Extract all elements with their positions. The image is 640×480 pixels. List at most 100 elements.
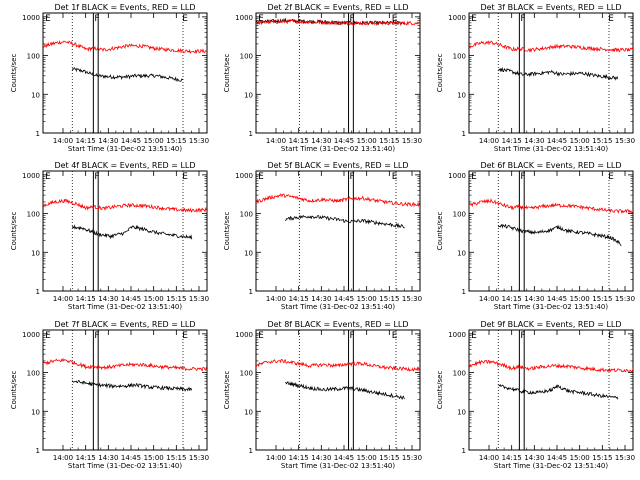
x-tick-label: 15:00: [357, 295, 377, 303]
x-tick-label: 15:00: [144, 454, 164, 462]
flag-label: F: [94, 14, 99, 24]
x-axis-label: Start Time (31-Dec-02 13:51:40): [494, 303, 608, 311]
x-axis-label: Start Time (31-Dec-02 13:51:40): [281, 462, 395, 470]
y-tick-label: 1000: [448, 331, 466, 339]
panel-title: Det 6f BLACK = Events, RED = LLD: [480, 161, 621, 170]
x-tick-label: 14:15: [76, 295, 96, 303]
x-tick-label: 15:15: [166, 295, 186, 303]
panel-title: Det 5f BLACK = Events, RED = LLD: [267, 161, 408, 170]
x-tick-label: 14:30: [524, 137, 544, 145]
y-axis-label: Counts/sec: [223, 212, 231, 251]
lld-series-line: [43, 357, 207, 372]
detector-panel-8: Det 8f BLACK = Events, RED = LLD 1 10 100 10…: [223, 320, 422, 470]
flag-label: E: [608, 172, 614, 182]
x-axis-label: Start Time (31-Dec-02 13:51:40): [68, 303, 182, 311]
y-tick-label: 1: [462, 447, 466, 455]
x-tick-label: 14:15: [289, 295, 309, 303]
y-tick-label: 1000: [22, 14, 40, 22]
x-tick-label: 14:45: [121, 454, 141, 462]
x-tick-label: 14:45: [334, 454, 354, 462]
y-tick-label: 10: [244, 408, 253, 416]
lld-series-line: [469, 198, 633, 214]
lld-series-line: [43, 39, 207, 54]
x-tick-label: 15:30: [189, 454, 209, 462]
x-tick-label: 14:30: [98, 137, 118, 145]
y-axis-label: Counts/sec: [436, 371, 444, 410]
x-tick-label: 15:30: [402, 295, 422, 303]
panel-title: Det 7f BLACK = Events, RED = LLD: [54, 320, 195, 329]
y-axis-label: Counts/sec: [10, 371, 18, 410]
flag-label: F: [350, 14, 355, 24]
plot-frame: [42, 12, 208, 134]
x-tick-label: 15:00: [570, 454, 590, 462]
flag-label: E: [258, 172, 264, 182]
flag-label: E: [45, 172, 51, 182]
y-tick-label: 10: [244, 91, 253, 99]
events-series-line: [497, 223, 622, 247]
flag-label: E: [258, 331, 264, 341]
flag-label: E: [258, 14, 264, 24]
x-axis-label: Start Time (31-Dec-02 13:51:40): [281, 303, 395, 311]
flag-label: E: [608, 14, 614, 24]
x-tick-label: 14:30: [524, 454, 544, 462]
x-axis-label: Start Time (31-Dec-02 13:51:40): [68, 462, 182, 470]
flag-label: E: [471, 14, 477, 24]
x-tick-label: 15:15: [379, 137, 399, 145]
x-tick-label: 14:15: [502, 295, 522, 303]
x-tick-label: 14:30: [311, 295, 331, 303]
flag-label: E: [608, 331, 614, 341]
x-tick-label: 14:00: [266, 137, 286, 145]
x-tick-label: 14:15: [76, 454, 96, 462]
x-tick-label: 14:00: [53, 454, 73, 462]
flag-label: E: [45, 331, 51, 341]
x-tick-label: 15:00: [357, 137, 377, 145]
flag-label: E: [471, 331, 477, 341]
x-tick-label: 14:00: [479, 454, 499, 462]
x-tick-label: 14:45: [547, 137, 567, 145]
events-series-line: [498, 383, 619, 400]
y-tick-label: 1: [36, 447, 40, 455]
events-series-line: [71, 66, 184, 82]
x-tick-label: 15:00: [357, 454, 377, 462]
y-tick-label: 1: [36, 288, 40, 296]
flag-label: F: [520, 172, 525, 182]
y-axis-label: Counts/sec: [436, 54, 444, 93]
y-tick-label: 10: [457, 249, 466, 257]
plot-frame: [255, 170, 421, 292]
flag-label: F: [350, 172, 355, 182]
x-tick-label: 14:00: [479, 137, 499, 145]
x-tick-label: 14:00: [266, 295, 286, 303]
y-tick-label: 100: [240, 370, 253, 378]
y-axis-label: Counts/sec: [10, 212, 18, 251]
x-axis-label: Start Time (31-Dec-02 13:51:40): [281, 145, 395, 153]
x-tick-label: 15:30: [189, 137, 209, 145]
y-axis-label: Counts/sec: [223, 54, 231, 93]
events-series-line: [284, 380, 406, 401]
x-tick-label: 14:00: [53, 295, 73, 303]
x-tick-label: 15:30: [615, 295, 635, 303]
y-tick-label: 100: [240, 53, 253, 61]
x-axis-label: Start Time (31-Dec-02 13:51:40): [494, 462, 608, 470]
panel-title: Det 9f BLACK = Events, RED = LLD: [480, 320, 621, 329]
y-axis-label: Counts/sec: [10, 54, 18, 93]
panel-title: Det 8f BLACK = Events, RED = LLD: [267, 320, 408, 329]
y-tick-label: 1: [36, 130, 40, 138]
events-series-line: [71, 224, 193, 240]
y-tick-label: 1000: [235, 172, 253, 180]
lld-series-line: [469, 40, 633, 53]
y-tick-label: 100: [27, 211, 40, 219]
y-tick-label: 1: [249, 130, 253, 138]
flag-label: E: [182, 331, 188, 341]
x-tick-label: 14:30: [311, 137, 331, 145]
x-tick-label: 15:00: [570, 295, 590, 303]
x-tick-label: 14:45: [121, 295, 141, 303]
x-tick-label: 15:30: [189, 295, 209, 303]
y-tick-label: 1: [249, 288, 253, 296]
flag-label: F: [350, 331, 355, 341]
plot-frame: [468, 329, 634, 451]
y-tick-label: 100: [453, 53, 466, 61]
x-tick-label: 14:30: [311, 454, 331, 462]
events-series-line: [498, 67, 619, 81]
flag-label: F: [520, 331, 525, 341]
